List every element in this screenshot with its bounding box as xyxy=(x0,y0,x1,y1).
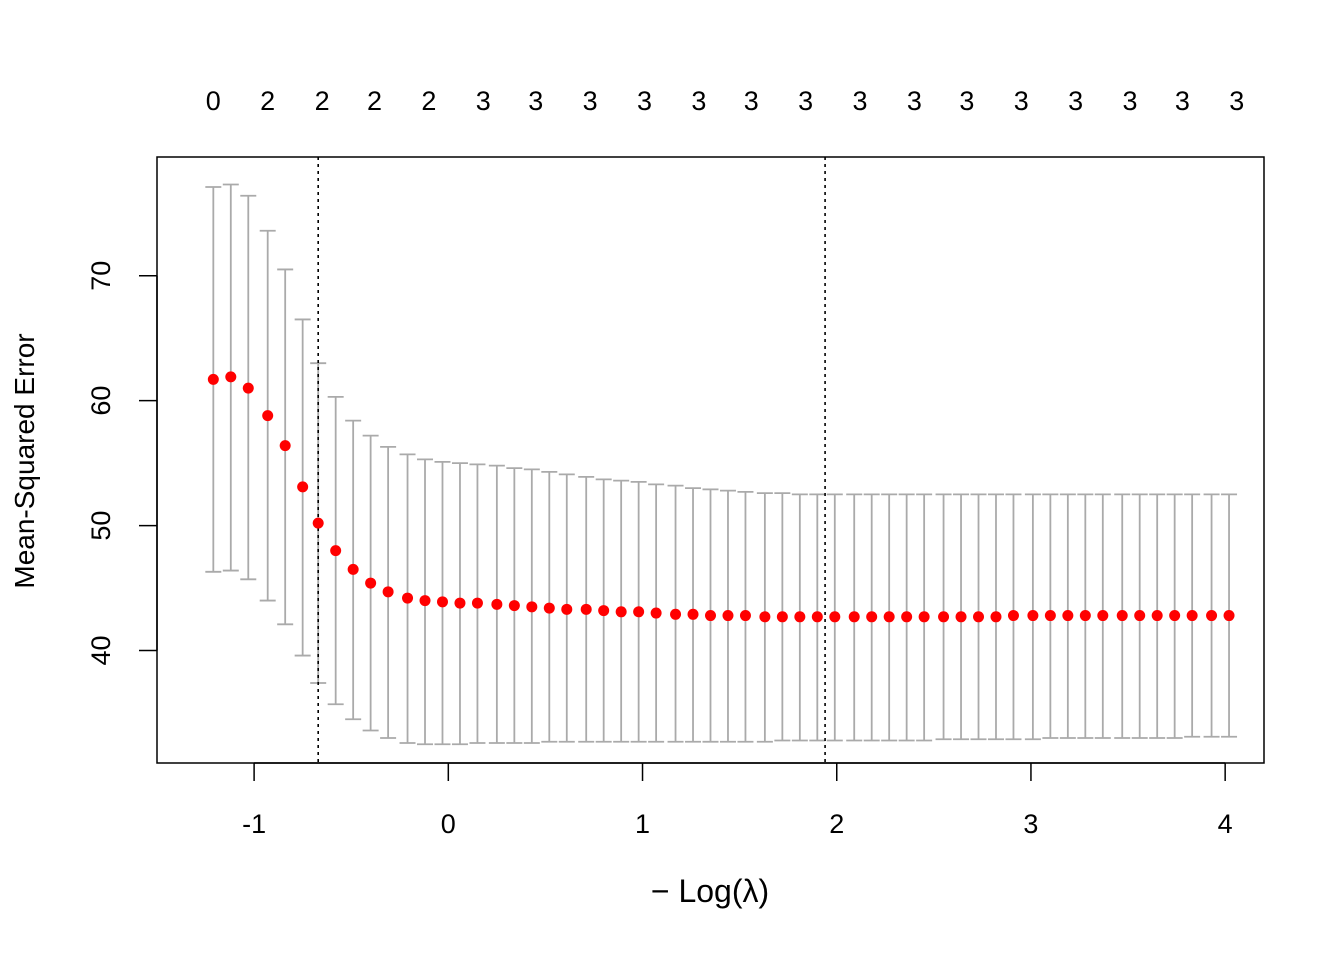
top-axis-label: 0 xyxy=(206,86,221,116)
top-axis-label: 3 xyxy=(798,86,813,116)
mse-point xyxy=(330,545,342,557)
x-tick-label: 4 xyxy=(1218,809,1233,839)
mse-point xyxy=(705,610,716,622)
mse-point xyxy=(776,611,788,623)
x-tick-label: 3 xyxy=(1023,809,1038,839)
mse-point xyxy=(312,517,324,529)
x-tick-label: 0 xyxy=(441,809,456,839)
mse-point xyxy=(973,611,985,623)
top-axis-label: 3 xyxy=(853,86,868,116)
mse-point xyxy=(225,371,237,383)
mse-point xyxy=(1134,610,1146,622)
y-tick-label: 60 xyxy=(86,386,116,416)
top-axis-label: 3 xyxy=(1175,86,1190,116)
mse-point xyxy=(526,601,538,613)
top-axis-label: 3 xyxy=(528,86,543,116)
mse-point xyxy=(901,611,913,623)
mse-point xyxy=(436,596,448,608)
mse-point xyxy=(207,373,219,385)
top-axis-label: 2 xyxy=(421,86,436,116)
top-axis-nonzero-counts: 0 2 2 2 2 3 3 3 3 3 3 3 3 3 3 3 3 3 3 3 xyxy=(206,86,1245,116)
x-tick-label: 1 xyxy=(635,809,650,839)
top-axis-label: 3 xyxy=(1014,86,1029,116)
top-axis-label: 3 xyxy=(744,86,759,116)
mse-point xyxy=(279,440,291,452)
mse-point xyxy=(866,611,878,623)
mse-point xyxy=(402,592,414,604)
mse-point xyxy=(242,382,254,394)
mse-point xyxy=(633,606,645,618)
mse-point xyxy=(687,608,699,620)
top-axis-label: 3 xyxy=(691,86,706,116)
top-axis-label: 2 xyxy=(367,86,382,116)
mse-point xyxy=(454,597,466,609)
x-tick-label: -1 xyxy=(242,809,266,839)
mse-point xyxy=(580,603,592,615)
y-tick-label: 40 xyxy=(86,636,116,666)
mse-point xyxy=(848,611,860,623)
top-axis-label: 3 xyxy=(476,86,491,116)
mse-point xyxy=(365,577,377,589)
y-tick-label: 50 xyxy=(86,511,116,541)
top-axis-label: 3 xyxy=(637,86,652,116)
mse-point xyxy=(1027,610,1039,622)
top-axis-label: 3 xyxy=(959,86,974,116)
mse-point xyxy=(955,611,967,623)
mse-point xyxy=(829,611,841,623)
mse-point xyxy=(739,610,751,622)
mse-point xyxy=(670,608,682,620)
mse-point xyxy=(1097,610,1109,622)
x-axis: -1 0 1 2 3 4 xyxy=(242,762,1233,839)
mse-point xyxy=(561,603,573,615)
mse-point xyxy=(1186,610,1198,622)
top-axis-label: 3 xyxy=(1229,86,1244,116)
mse-point xyxy=(508,600,520,612)
mse-point xyxy=(990,611,1002,623)
mse-point xyxy=(1151,610,1163,622)
top-axis-label: 2 xyxy=(260,86,275,116)
mse-point xyxy=(883,611,895,623)
mse-point xyxy=(918,611,930,623)
y-tick-label: 70 xyxy=(86,261,116,291)
mse-point xyxy=(759,611,771,623)
mse-point xyxy=(811,611,823,623)
mse-point xyxy=(1223,610,1235,622)
mse-point xyxy=(347,563,359,575)
mse-point xyxy=(650,607,662,619)
mse-point xyxy=(615,606,627,618)
mse-point xyxy=(471,597,483,609)
error-bars xyxy=(205,183,1238,746)
mse-point xyxy=(1116,610,1128,622)
mse-point xyxy=(382,586,394,598)
top-axis-label: 2 xyxy=(315,86,330,116)
y-axis-label: Mean-Squared Error xyxy=(9,333,40,588)
top-axis-label: 3 xyxy=(583,86,598,116)
mse-point xyxy=(598,605,610,617)
mse-point xyxy=(1062,610,1074,622)
mse-point xyxy=(1169,610,1181,622)
y-axis: 40 50 60 70 xyxy=(86,261,158,666)
mse-point xyxy=(722,610,734,622)
mse-points xyxy=(207,371,1235,623)
x-axis-label: − Log(λ) xyxy=(651,873,769,909)
mse-point xyxy=(262,410,274,422)
lambda-reference-lines xyxy=(317,157,826,763)
top-axis-label: 3 xyxy=(1068,86,1083,116)
mse-point xyxy=(1079,610,1091,622)
x-tick-label: 2 xyxy=(829,809,844,839)
mse-point xyxy=(297,481,309,493)
top-axis-label: 3 xyxy=(1122,86,1137,116)
top-axis-label: 3 xyxy=(907,86,922,116)
mse-point xyxy=(794,611,806,623)
mse-point xyxy=(1007,610,1019,622)
mse-point xyxy=(491,598,503,610)
mse-point xyxy=(1206,610,1218,622)
mse-point xyxy=(419,595,431,607)
mse-point xyxy=(1044,610,1056,622)
mse-point xyxy=(543,602,555,614)
mse-point xyxy=(938,611,950,623)
